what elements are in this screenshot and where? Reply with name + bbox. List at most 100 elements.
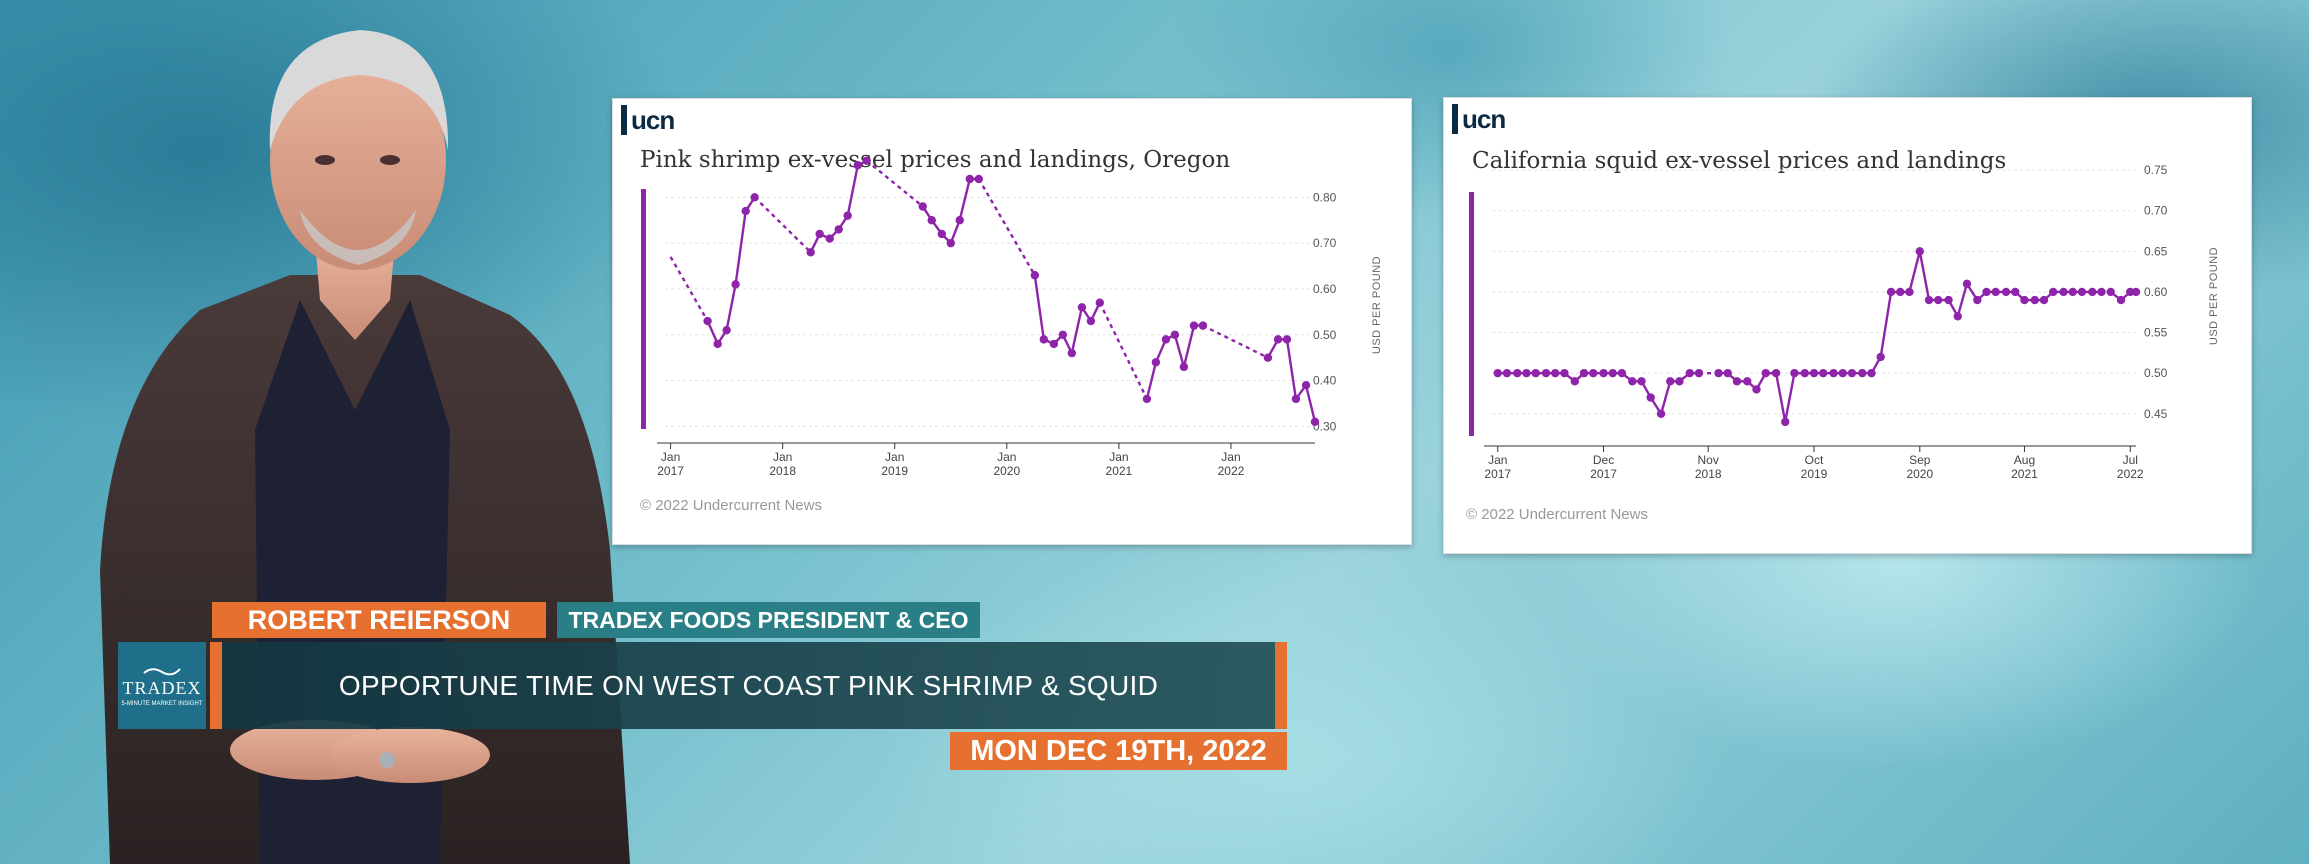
data-point: [731, 280, 740, 289]
data-point: [1541, 368, 1551, 378]
presenter-role-tag: TRADEX FOODS PRESIDENT & CEO: [557, 602, 980, 638]
x-tick-year: 2022: [1218, 464, 1245, 478]
series-line: [921, 177, 979, 246]
data-point: [918, 202, 927, 211]
data-point: [1189, 321, 1199, 330]
data-point: [1589, 368, 1598, 378]
brand-subtitle: 5-MINUTE MARKET INSIGHT: [121, 701, 203, 707]
squid-price-chart: 0.45 0.50 0.55 0.60 0.65 0.70 0.75 USD PER POUN…: [1469, 163, 2220, 481]
data-point: [1560, 368, 1569, 378]
data-point: [1301, 380, 1311, 390]
ucn-logo: ucn: [621, 104, 675, 135]
data-point: [955, 216, 964, 225]
series-line: [1497, 372, 1699, 417]
data-point: [2011, 287, 2020, 297]
y-tick-label: 0.70: [1313, 236, 1337, 250]
data-point: [1599, 368, 1608, 378]
y-axis-title: USD PER POUND: [2208, 247, 2220, 345]
data-point: [1263, 353, 1273, 362]
data-point: [1819, 368, 1828, 378]
data-point: [834, 225, 843, 234]
data-point: [1310, 417, 1320, 427]
data-point: [1666, 377, 1675, 386]
series-line: [1098, 302, 1148, 400]
y-tick-label: 0.75: [2144, 163, 2168, 177]
data-point: [1924, 295, 1934, 305]
series-line: [1718, 251, 2102, 423]
data-point: [1915, 247, 1924, 256]
chart-copyright: © 2022 Undercurrent News: [1466, 506, 1648, 523]
data-point: [1522, 368, 1531, 378]
data-point: [1493, 368, 1502, 378]
data-point: [1743, 377, 1752, 386]
data-point: [2068, 287, 2077, 297]
data-point: [2030, 295, 2039, 305]
data-point: [1905, 287, 1914, 297]
data-point: [1502, 368, 1512, 378]
date-tag: MON DEC 19TH, 2022: [950, 732, 1287, 770]
data-point: [2106, 287, 2115, 297]
data-point: [1513, 368, 1522, 378]
landings-bar: [1469, 192, 1474, 436]
data-point: [1896, 287, 1905, 297]
x-tick-month: Sep: [1909, 453, 1931, 467]
data-point: [1886, 287, 1896, 297]
x-tick-month: Jan: [1221, 450, 1240, 464]
data-point: [1781, 417, 1790, 427]
data-point: [1962, 279, 1972, 289]
data-point: [1944, 295, 1953, 305]
headline-bar: OPPORTUNE TIME ON WEST COAST PINK SHRIMP…: [210, 642, 1287, 729]
y-tick-label: 0.70: [2144, 204, 2168, 218]
series-line: [706, 196, 756, 347]
data-point: [1847, 368, 1857, 378]
data-point: [1608, 368, 1617, 378]
data-point: [1067, 348, 1077, 358]
data-point: [1934, 295, 1943, 305]
data-point: [703, 316, 712, 326]
data-point: [815, 229, 824, 239]
data-point: [722, 326, 731, 335]
data-point: [1282, 335, 1292, 344]
ucn-logo-text: ucn: [631, 104, 675, 135]
data-point: [843, 211, 852, 220]
x-tick-year: 2018: [1695, 467, 1722, 481]
presenter-figure: [100, 30, 630, 864]
y-tick-label: 0.60: [2144, 285, 2168, 299]
data-point: [2131, 287, 2141, 297]
data-point: [1809, 368, 1819, 378]
data-point: [2001, 287, 2011, 297]
data-point: [806, 248, 815, 257]
x-tick-year: 2022: [2117, 467, 2144, 481]
data-point: [1086, 316, 1096, 326]
series-line: [1202, 324, 1269, 359]
shrimp-chart-panel: ucn Pink shrimp ex-vessel prices and lan…: [612, 98, 1412, 545]
x-tick-month: Jan: [1109, 450, 1128, 464]
data-point: [2020, 295, 2029, 305]
series-line: [977, 178, 1036, 276]
data-point: [965, 174, 975, 184]
ucn-logo: ucn: [1452, 104, 1506, 134]
data-point: [750, 193, 759, 202]
landings-bar: [641, 189, 646, 429]
brand-name: TRADEX: [122, 678, 202, 698]
x-tick-month: Jan: [661, 450, 680, 464]
data-point: [1838, 368, 1847, 378]
data-point: [1732, 377, 1742, 386]
data-point: [1628, 377, 1637, 386]
x-tick-year: 2019: [1801, 467, 1828, 481]
series-line: [753, 196, 812, 254]
data-point: [1637, 377, 1646, 386]
data-point: [1030, 271, 1040, 280]
y-tick-label: 0.50: [1313, 328, 1337, 342]
data-point: [1579, 368, 1589, 378]
data-point: [1077, 303, 1087, 312]
x-tick-month: Jan: [1488, 453, 1507, 467]
data-point: [1829, 368, 1838, 378]
data-point: [1179, 362, 1189, 372]
data-point: [853, 161, 862, 170]
data-point: [1646, 393, 1655, 402]
data-point: [1867, 368, 1876, 378]
data-point: [1656, 409, 1666, 418]
data-point: [1800, 368, 1809, 378]
